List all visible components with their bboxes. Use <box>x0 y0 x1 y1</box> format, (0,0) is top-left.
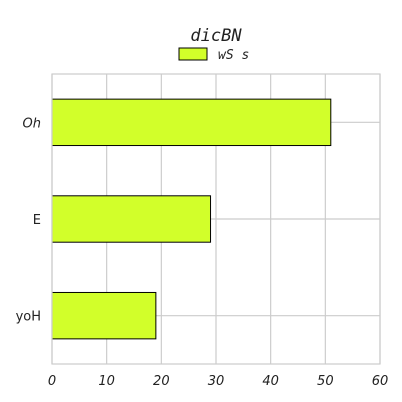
x-tick-label: 10 <box>98 374 115 389</box>
legend-label: wS s <box>218 48 249 63</box>
x-tick-label: 0 <box>48 374 56 389</box>
legend-swatch <box>178 47 208 61</box>
chart-title: dicBN <box>190 26 242 46</box>
x-tick-label: 20 <box>153 374 170 389</box>
x-tick-label: 60 <box>372 374 389 389</box>
y-tick-label: yoH <box>16 310 41 325</box>
bar <box>51 291 157 340</box>
bar <box>51 195 212 243</box>
x-tick-label: 30 <box>208 374 225 389</box>
bar <box>51 98 332 147</box>
y-tick-label: Oh <box>23 116 41 131</box>
x-axis-ticks: 0 10 20 30 40 50 60 <box>48 374 388 389</box>
x-tick-label: 40 <box>262 374 279 389</box>
plot-frame <box>51 73 381 365</box>
y-tick-label: E <box>33 213 41 228</box>
legend: wS s <box>178 47 249 63</box>
bars <box>51 98 332 340</box>
x-tick-label: 50 <box>317 374 334 389</box>
